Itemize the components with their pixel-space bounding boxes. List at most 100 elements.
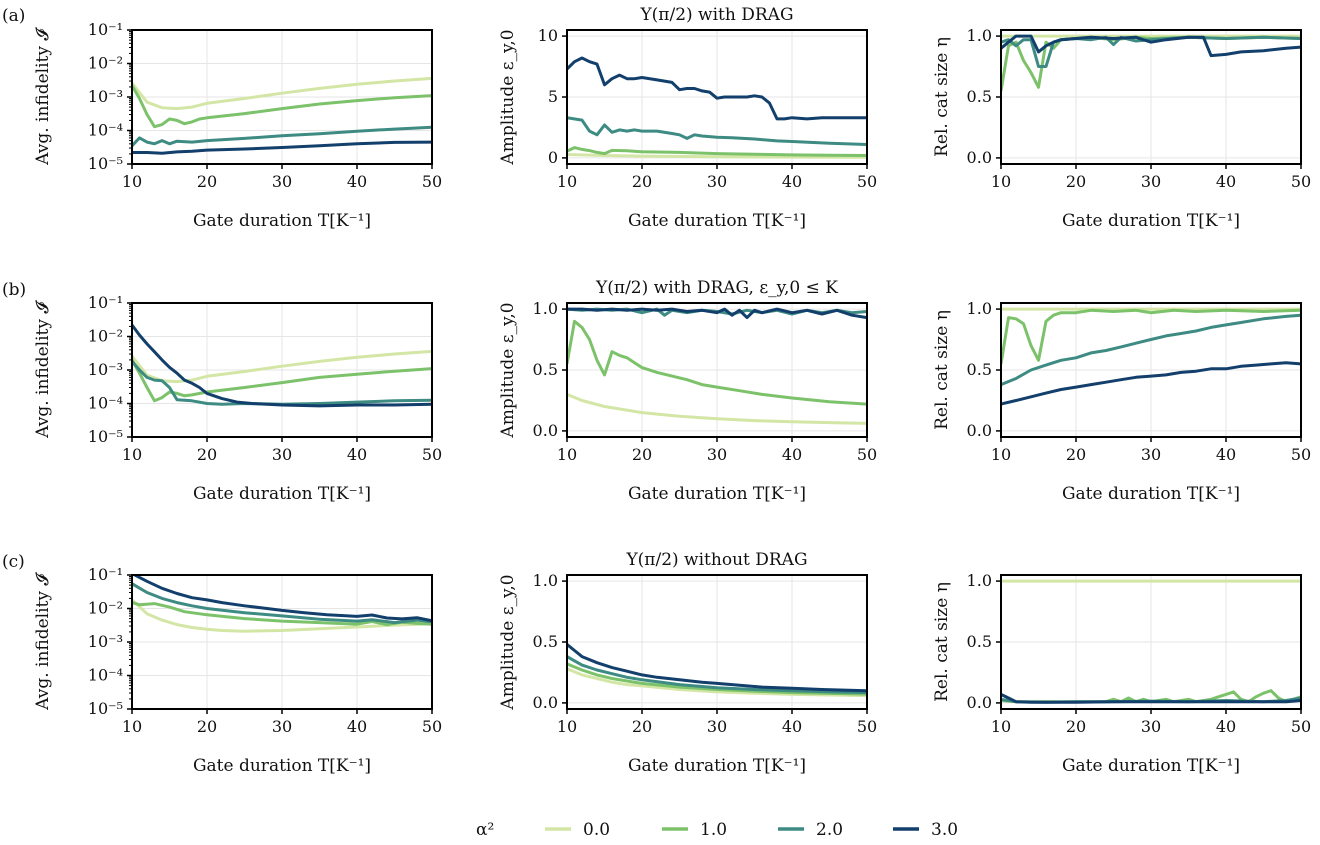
xlabel-b1: Gate duration T[K⁻¹] (193, 484, 371, 504)
chart-title-a2: Y(π/2) with DRAG (639, 5, 793, 25)
ytick-label-b1-3: 10⁻² (88, 327, 123, 346)
ytick-label-b2-0: 0.0 (533, 421, 558, 440)
legend-label-2: 2.0 (816, 820, 843, 840)
xtick-label-a3-3: 40 (1216, 172, 1236, 191)
chart-a1: 10 20 30 40 50 10⁻⁵ 10⁻⁴ 10⁻³ 10⁻² 10⁻¹ Gate durat… (33, 20, 442, 231)
series-line-b3-3 (1001, 361, 1301, 406)
series-line-c2-2 (567, 655, 867, 695)
xtick-label-c1-1: 20 (197, 717, 217, 736)
chart-a3: 10 20 30 40 50 0.0 0.5 1.0 Gate duration T[K⁻¹] R… (932, 26, 1311, 231)
chart-title-c2: Y(π/2) without DRAG (625, 550, 807, 570)
xtick-label-b2-0: 10 (557, 445, 577, 464)
chart-a2: 10 20 30 40 50 0 5 10 Gate duration T[K⁻¹] Amplit… (498, 5, 877, 231)
xlabel-a3: Gate duration T[K⁻¹] (1062, 211, 1240, 231)
ytick-label-b2-1: 0.5 (533, 360, 558, 379)
ytick-label-c1-1: 10⁻⁴ (88, 666, 123, 685)
ytick-label-c2-2: 1.0 (533, 571, 558, 590)
xtick-label-c1-3: 40 (347, 717, 367, 736)
xtick-label-c3-2: 30 (1141, 717, 1161, 736)
xtick-label-a3-0: 10 (991, 172, 1011, 191)
ytick-label-b3-1: 0.5 (967, 360, 992, 379)
xtick-label-a2-1: 20 (632, 172, 652, 191)
xtick-label-b1-4: 50 (422, 445, 442, 464)
series-line-b1-2 (132, 360, 432, 406)
xtick-label-a1-0: 10 (122, 172, 142, 191)
legend-title: α² (476, 820, 494, 840)
series-line-a2-1 (567, 146, 867, 157)
ytick-label-a2-2: 10 (538, 26, 558, 45)
ytick-label-c1-2: 10⁻³ (88, 632, 123, 651)
xtick-label-c3-4: 50 (1291, 717, 1311, 736)
ytick-label-b1-2: 10⁻³ (88, 360, 123, 379)
ytick-label-a1-0: 10⁻⁵ (88, 154, 123, 173)
series-line-b2-0 (567, 393, 867, 425)
series-line-a2-3 (567, 56, 867, 121)
series-line-a2-2 (567, 116, 867, 146)
xtick-label-a2-0: 10 (557, 172, 577, 191)
series-line-c2-3 (567, 643, 867, 693)
xlabel-c1: Gate duration T[K⁻¹] (193, 756, 371, 776)
legend-label-0: 0.0 (583, 820, 610, 840)
ytick-label-a2-1: 5 (548, 87, 558, 106)
ytick-label-a1-1: 10⁻⁴ (88, 121, 123, 140)
ylabel-b1: Avg. infidelity 𝓘 (33, 300, 53, 439)
xlabel-a2: Gate duration T[K⁻¹] (628, 211, 806, 231)
xtick-label-a2-2: 30 (707, 172, 727, 191)
ylabel-a1: Avg. infidelity 𝓘 (33, 27, 53, 166)
ylabel-b2: Amplitude ε_y,0 (498, 302, 518, 438)
series-line-b1-3 (132, 324, 432, 408)
panel-label-b: (b) (2, 280, 26, 300)
ytick-label-b1-0: 10⁻⁵ (88, 427, 123, 446)
chart-c3: 10 20 30 40 50 0.0 0.5 1.0 Gate duration T[K⁻¹] R… (932, 571, 1311, 776)
legend: α² 0.0 1.0 2.0 3.0 (476, 820, 958, 840)
xtick-label-b1-0: 10 (122, 445, 142, 464)
xtick-label-b2-4: 50 (857, 445, 877, 464)
xtick-label-a1-2: 30 (272, 172, 292, 191)
chart-b3: 10 20 30 40 50 0.0 0.5 1.0 Gate duration T[K⁻¹] R… (932, 299, 1311, 504)
ytick-label-a1-3: 10⁻² (88, 54, 123, 73)
chart-title-b2: Y(π/2) with DRAG, ε_y,0 ≤ K (595, 278, 838, 298)
ytick-label-c1-0: 10⁻⁵ (88, 699, 123, 718)
chart-b1: 10 20 30 40 50 10⁻⁵ 10⁻⁴ 10⁻³ 10⁻² 10⁻¹ Gate durat… (33, 293, 442, 504)
xlabel-b3: Gate duration T[K⁻¹] (1062, 484, 1240, 504)
xtick-label-a1-3: 40 (347, 172, 367, 191)
series-line-c1-3 (132, 575, 432, 623)
xtick-label-a1-4: 50 (422, 172, 442, 191)
series-line-a1-1 (132, 84, 432, 129)
series-line-c3-3 (1001, 693, 1301, 704)
ytick-label-a1-4: 10⁻¹ (88, 20, 123, 39)
ytick-label-a3-2: 1.0 (967, 26, 992, 45)
xtick-label-c3-3: 40 (1216, 717, 1236, 736)
chart-c2: 10 20 30 40 50 0.0 0.5 1.0 Gate duration T[K⁻¹] A… (498, 550, 877, 776)
xtick-label-b1-2: 30 (272, 445, 292, 464)
xtick-label-b1-1: 20 (197, 445, 217, 464)
ytick-label-a3-0: 0.0 (967, 148, 992, 167)
legend-label-3: 3.0 (931, 820, 958, 840)
xtick-label-c2-0: 10 (557, 717, 577, 736)
xtick-label-b2-1: 20 (632, 445, 652, 464)
xtick-label-b3-0: 10 (991, 445, 1011, 464)
ytick-label-b3-0: 0.0 (967, 421, 992, 440)
xtick-label-a3-4: 50 (1291, 172, 1311, 191)
ylabel-b3: Rel. cat size η (932, 310, 952, 430)
ylabel-c2: Amplitude ε_y,0 (498, 574, 518, 710)
xtick-label-c1-0: 10 (122, 717, 142, 736)
xtick-label-b2-2: 30 (707, 445, 727, 464)
series-line-a3-3 (1001, 34, 1301, 58)
series-line-c1-0 (132, 598, 432, 633)
ylabel-c3: Rel. cat size η (932, 582, 952, 702)
panels: 10 20 30 40 50 10⁻⁵ 10⁻⁴ 10⁻³ 10⁻² 10⁻¹ Gate durat… (33, 5, 1311, 776)
xtick-label-c2-1: 20 (632, 717, 652, 736)
xtick-label-c2-4: 50 (857, 717, 877, 736)
legend-label-1: 1.0 (700, 820, 727, 840)
ytick-label-c2-0: 0.0 (533, 693, 558, 712)
series-line-b2-1 (567, 319, 867, 406)
xtick-label-c3-0: 10 (991, 717, 1011, 736)
xtick-label-b3-1: 20 (1066, 445, 1086, 464)
xtick-label-b3-4: 50 (1291, 445, 1311, 464)
xlabel-b2: Gate duration T[K⁻¹] (628, 484, 806, 504)
series-line-a1-2 (132, 125, 432, 147)
ytick-label-c2-1: 0.5 (533, 632, 558, 651)
xtick-label-c2-3: 40 (782, 717, 802, 736)
